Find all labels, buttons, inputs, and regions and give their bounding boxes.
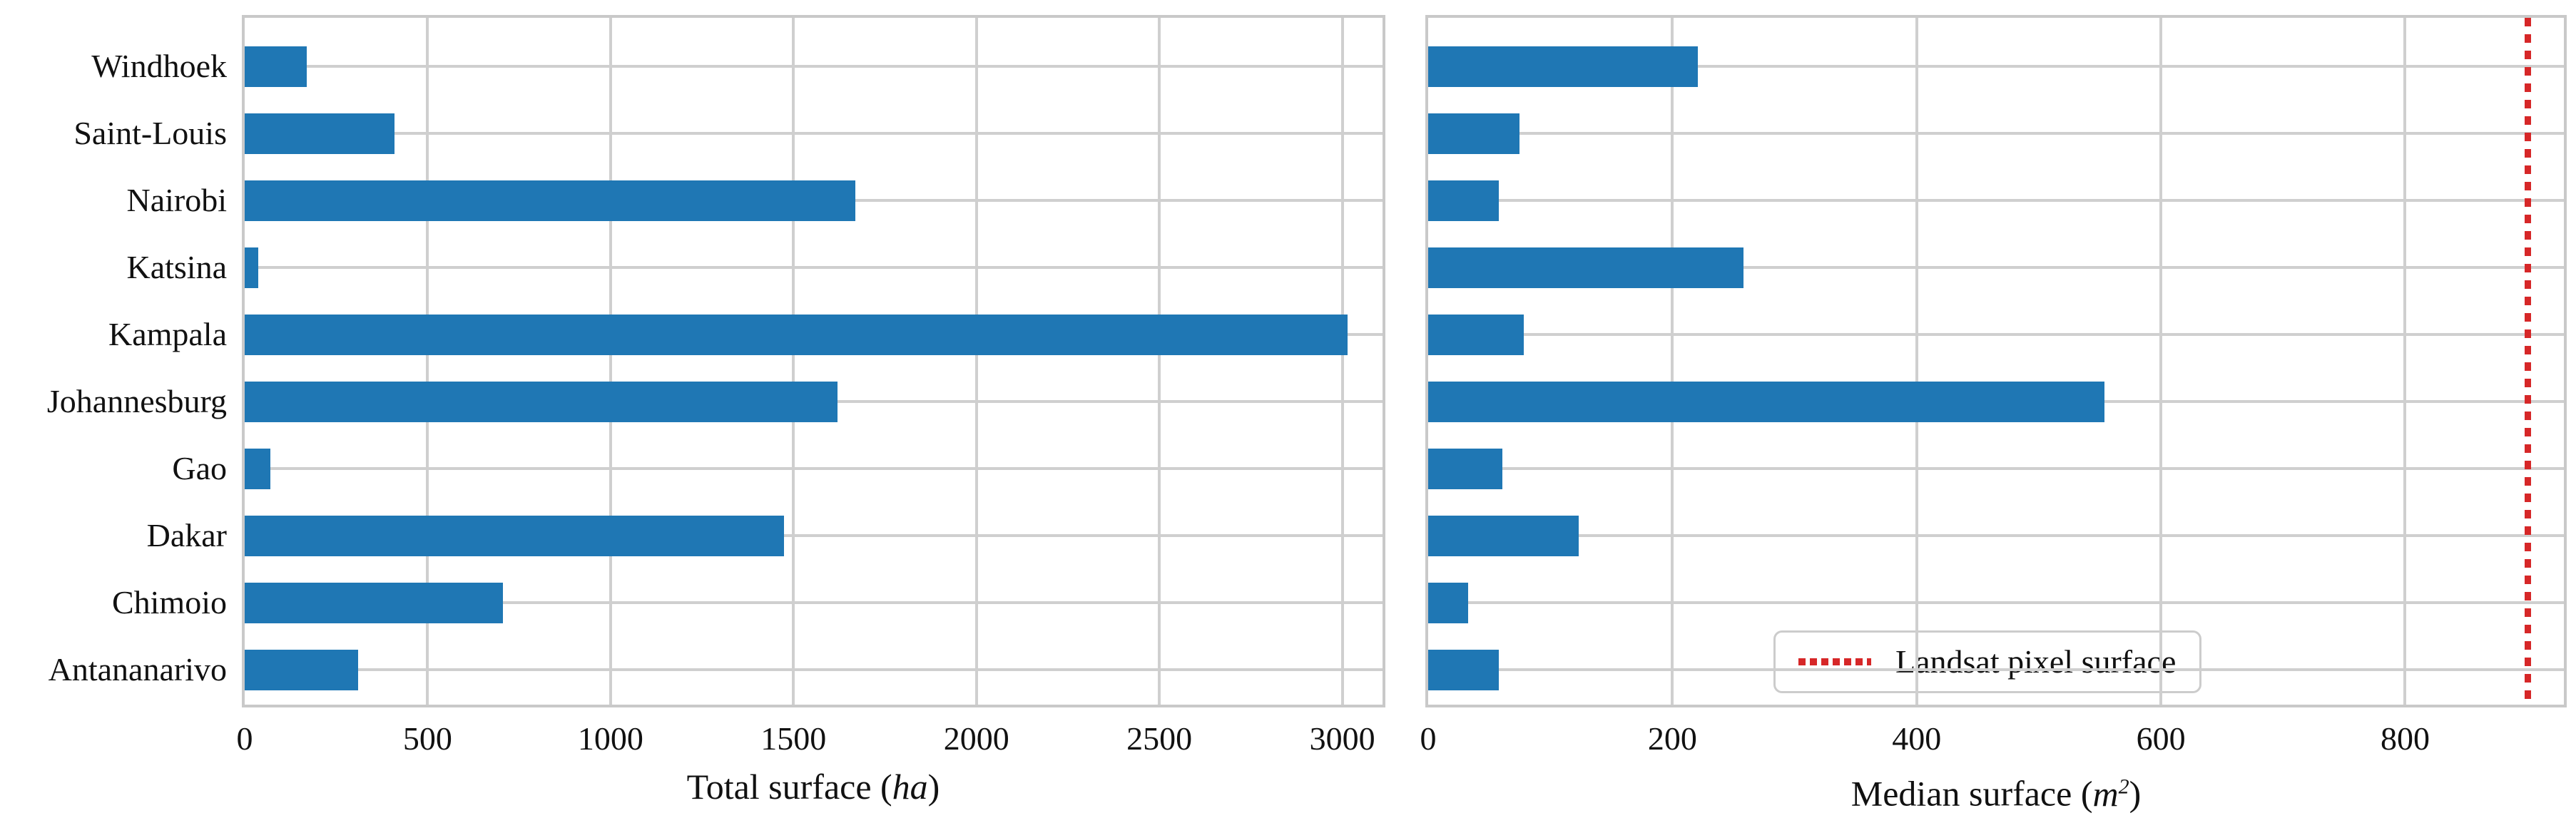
spine-left <box>1425 15 1428 707</box>
bar-dakar <box>1428 515 1579 556</box>
bar-chimoio <box>1428 582 1469 623</box>
y-tick-label-nairobi: Nairobi <box>126 182 227 218</box>
x-tick-label: 200 <box>1647 720 1697 757</box>
bar-antananarivo <box>245 649 358 690</box>
bar-gao <box>245 448 270 489</box>
gridline-y <box>1428 266 2564 269</box>
y-tick-label-kampala: Kampala <box>108 316 227 352</box>
y-tick-label-katsina: Katsina <box>126 249 227 285</box>
bar-johannesburg <box>245 381 838 422</box>
gridline-y <box>245 65 1383 68</box>
right-x-axis-unit: m2 <box>2092 773 2129 814</box>
gridline-y <box>1428 132 2564 135</box>
gridline-y <box>1428 467 2564 470</box>
gridline-y <box>245 601 1383 604</box>
x-tick-label: 1000 <box>577 720 643 757</box>
gridline-x <box>1671 18 1674 705</box>
x-tick-label: 1500 <box>760 720 827 757</box>
x-tick-label: 0 <box>1420 720 1437 757</box>
gridline-y <box>1428 199 2564 202</box>
gridline-y <box>245 534 1383 537</box>
spine-bottom <box>1425 705 2567 707</box>
bar-saint-louis <box>245 113 395 154</box>
y-tick-label-saint-louis: Saint-Louis <box>73 115 227 151</box>
bar-katsina <box>245 247 258 288</box>
landsat-refline-legend-marker <box>1798 658 1871 665</box>
bar-nairobi <box>1428 180 1500 221</box>
gridline-x <box>426 18 429 705</box>
x-tick-label: 500 <box>402 720 452 757</box>
x-tick-label: 800 <box>2380 720 2430 757</box>
spine-right <box>2564 15 2567 707</box>
gridline-x <box>1915 18 1918 705</box>
gridline-y <box>1428 534 2564 537</box>
gridline-y <box>245 467 1383 470</box>
left-x-axis-title-text: Total surface ( <box>686 767 892 807</box>
bar-kampala <box>1428 314 1524 355</box>
bar-kampala <box>245 314 1348 355</box>
bar-johannesburg <box>1428 381 2105 422</box>
gridline-y <box>245 266 1383 269</box>
bar-chimoio <box>245 582 503 623</box>
x-tick-label: 600 <box>2136 720 2186 757</box>
x-tick-label: 2500 <box>1126 720 1193 757</box>
gridline-y <box>1428 601 2564 604</box>
x-tick-label: 0 <box>236 720 253 757</box>
spine-left <box>242 15 245 707</box>
gridline-x <box>2159 18 2163 705</box>
y-tick-label-gao: Gao <box>172 450 227 486</box>
bar-dakar <box>245 515 785 556</box>
left-x-axis-unit: ha <box>892 767 928 807</box>
bar-saint-louis <box>1428 113 1520 154</box>
gridline-x <box>974 18 978 705</box>
left-x-axis-title: Total surface (ha) <box>457 765 1170 809</box>
bar-nairobi <box>245 180 856 221</box>
bar-katsina <box>1428 247 1743 288</box>
y-tick-label-chimoio: Chimoio <box>111 584 227 620</box>
spine-bottom <box>242 705 1385 707</box>
y-tick-label-windhoek: Windhoek <box>91 48 227 84</box>
y-tick-label-johannesburg: Johannesburg <box>46 383 227 419</box>
y-tick-label-antananarivo: Antananarivo <box>48 651 227 688</box>
gridline-x <box>1340 18 1344 705</box>
gridline-y <box>245 132 1383 135</box>
gridline-x <box>1158 18 1161 705</box>
gridline-x <box>609 18 612 705</box>
left-x-axis-title-suffix: ) <box>927 767 940 807</box>
gridline-y <box>1428 333 2564 336</box>
y-tick-label-dakar: Dakar <box>146 517 227 553</box>
gridline-y <box>1428 65 2564 68</box>
bar-windhoek <box>245 46 307 87</box>
gridline-x <box>2403 18 2407 705</box>
spine-top <box>1425 15 2567 18</box>
spine-top <box>242 15 1385 18</box>
right-x-axis-unit-exponent: 2 <box>2118 775 2129 798</box>
x-tick-label: 400 <box>1892 720 1942 757</box>
x-tick-label: 3000 <box>1309 720 1375 757</box>
legend: Landsat pixel surface <box>1773 630 2201 693</box>
legend-label: Landsat pixel surface <box>1895 643 2177 680</box>
gridline-y <box>1428 668 2564 671</box>
right-x-axis-title-text: Median surface ( <box>1850 773 2093 814</box>
x-tick-label: 2000 <box>943 720 1009 757</box>
landsat-refline <box>2524 18 2531 705</box>
spine-right <box>1383 15 1385 707</box>
bar-antananarivo <box>1428 649 1500 690</box>
right-x-axis-title-suffix: ) <box>2129 773 2142 814</box>
right-x-axis-title: Median surface (m2) <box>1639 765 2353 814</box>
gridline-y <box>245 668 1383 671</box>
bar-gao <box>1428 448 1503 489</box>
gridline-x <box>792 18 795 705</box>
bar-windhoek <box>1428 46 1699 87</box>
